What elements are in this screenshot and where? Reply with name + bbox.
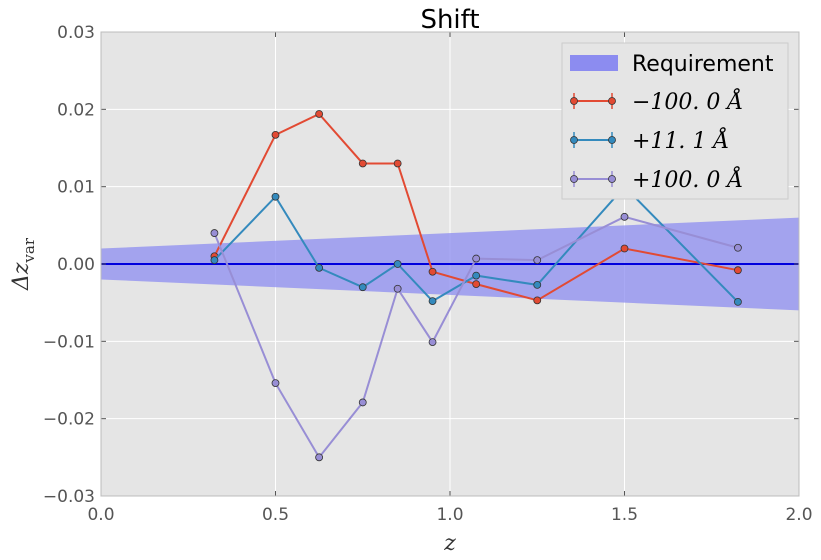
legend-label-2: +100. 0 Å <box>632 165 743 193</box>
series-0-point-7 <box>533 296 542 305</box>
y-tick-label-5: −0.02 <box>43 410 95 430</box>
series-1-point-4 <box>393 260 402 268</box>
series-1-point-6 <box>472 271 481 280</box>
y-tick-label-6: −0.03 <box>43 487 95 507</box>
y-axis-label-main: Δz <box>9 262 34 291</box>
y-axis-label-sub: var <box>20 237 38 263</box>
legend-marker-0-0 <box>570 97 578 105</box>
series-2-point-3 <box>358 398 367 407</box>
series-0-point-6 <box>472 280 481 289</box>
legend-entry-0: −100. 0 Å <box>570 87 743 115</box>
y-tick-label-3: 0.00 <box>57 255 95 275</box>
x-tick-labels: 0.0 0.5 1.0 1.5 2.0 <box>87 505 812 525</box>
legend-label-0: −100. 0 Å <box>632 87 743 115</box>
y-tick-label-4: −0.01 <box>43 332 95 352</box>
x-tick-label-3: 1.5 <box>611 505 638 525</box>
series-1-point-0 <box>210 256 219 265</box>
x-tick-label-4: 2.0 <box>785 505 812 525</box>
legend-marker-2-1 <box>608 175 616 183</box>
y-tick-labels: 0.03 0.02 0.01 0.00 −0.01 −0.02 −0.03 <box>43 23 95 507</box>
series-1-point-9 <box>734 297 742 306</box>
legend-marker-1-1 <box>608 136 616 144</box>
series-2-point-4 <box>393 284 402 293</box>
series-1-point-7 <box>533 280 542 289</box>
series-0-point-3 <box>358 159 367 168</box>
series-1-point-2 <box>315 263 324 272</box>
series-2-point-9 <box>734 243 742 252</box>
series-line-2 <box>213 215 739 460</box>
series-2-point-8 <box>620 212 629 221</box>
series-line-1 <box>213 185 739 303</box>
legend-marker-2-0 <box>570 175 578 183</box>
x-axis-label: z <box>443 531 456 556</box>
legend-label-1: +11. 1 Å <box>632 126 729 154</box>
legend-swatch-requirement <box>570 55 618 71</box>
plot-frame <box>100 31 800 497</box>
legend: Requirement −100. 0 Å +11. 1 Å +100. 0 Å <box>561 42 789 200</box>
series-0 <box>210 110 742 305</box>
series-0-point-4 <box>393 159 402 168</box>
series-2-point-7 <box>533 256 542 265</box>
series-0-point-9 <box>734 266 742 275</box>
y-tick-label-1: 0.02 <box>57 100 95 120</box>
series-2 <box>210 212 742 462</box>
series-0-point-5 <box>428 267 437 276</box>
series-1-point-5 <box>428 297 437 306</box>
x-tick-label-0: 0.0 <box>87 505 114 525</box>
series-2-point-1 <box>271 379 280 387</box>
series-0-point-2 <box>315 110 324 118</box>
series-2-point-5 <box>428 338 437 347</box>
y-axis-label: Δzvar <box>9 237 38 291</box>
series-2-point-6 <box>472 254 481 263</box>
legend-label-requirement: Requirement <box>632 52 774 77</box>
legend-marker-0-1 <box>608 97 616 105</box>
series-line-0 <box>213 112 739 302</box>
y-tick-label-0: 0.03 <box>57 23 95 43</box>
x-tick-label-2: 1.0 <box>436 505 463 525</box>
series-1-point-1 <box>271 192 280 201</box>
y-tick-label-2: 0.01 <box>57 178 95 198</box>
legend-entry-2: +100. 0 Å <box>570 165 743 193</box>
chart-title: Shift <box>420 5 479 35</box>
series-2-point-2 <box>315 453 324 462</box>
series-2-point-0 <box>210 229 219 237</box>
legend-entry-1: +11. 1 Å <box>570 126 729 154</box>
legend-marker-1-0 <box>570 136 578 144</box>
series-1-point-3 <box>358 283 367 292</box>
x-tick-label-1: 0.5 <box>262 505 289 525</box>
series-0-point-1 <box>271 130 280 139</box>
series-0-point-8 <box>620 244 629 253</box>
legend-series: −100. 0 Å +11. 1 Å +100. 0 Å <box>570 87 743 193</box>
